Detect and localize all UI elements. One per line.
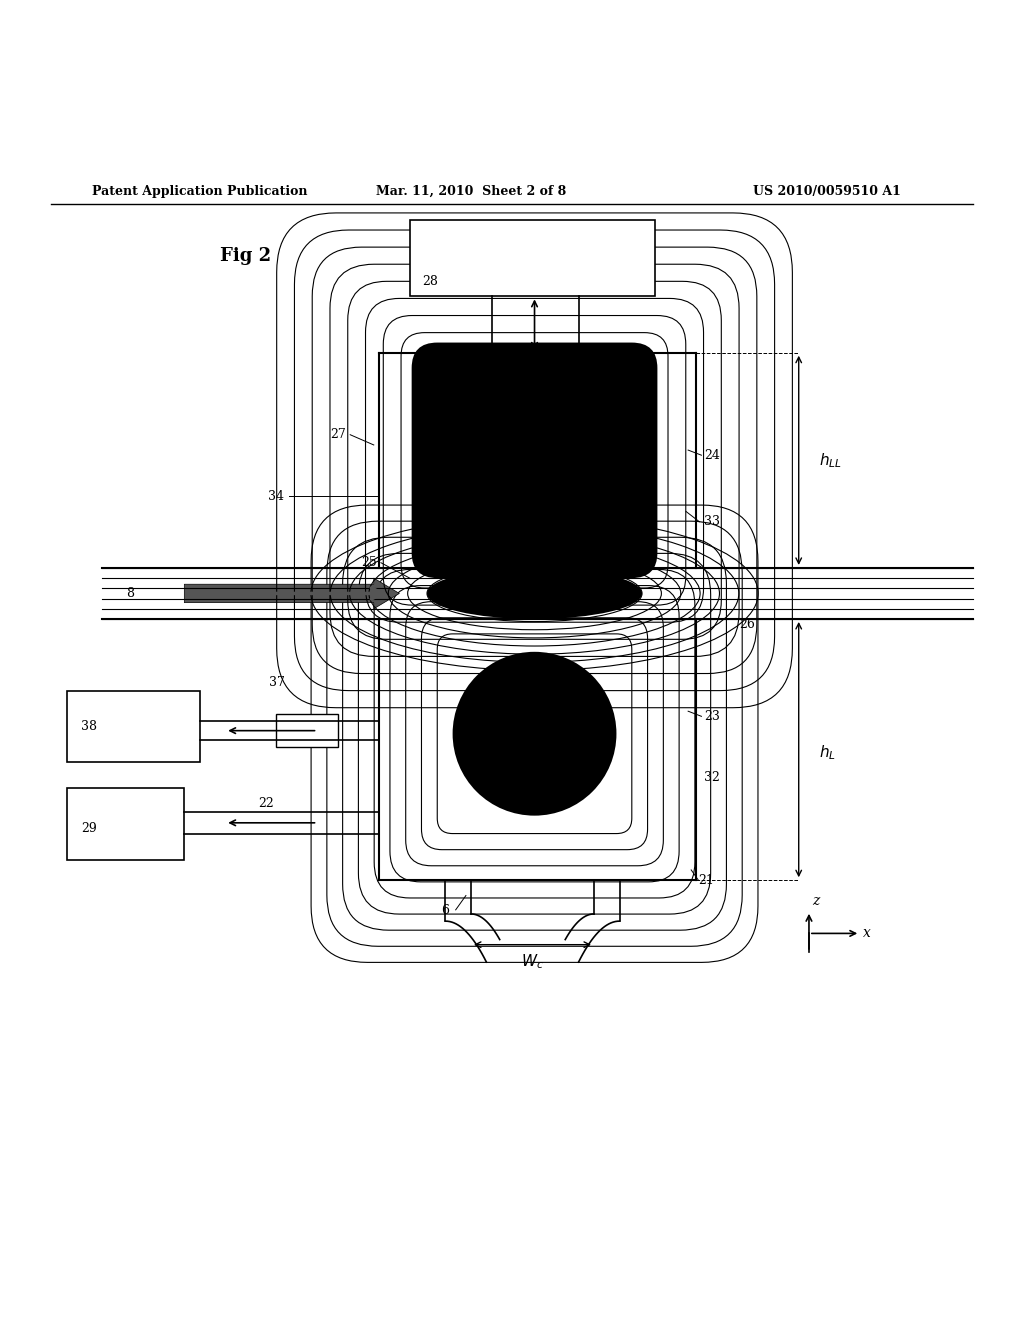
Text: 37: 37 [268,676,285,689]
Text: US 2010/0059510 A1: US 2010/0059510 A1 [754,185,901,198]
Text: Mar. 11, 2010  Sheet 2 of 8: Mar. 11, 2010 Sheet 2 of 8 [376,185,566,198]
FancyArrow shape [184,578,399,609]
FancyBboxPatch shape [412,343,657,578]
Bar [67,788,184,859]
Bar [410,219,655,297]
Text: Fig 2: Fig 2 [220,247,271,264]
Text: 23: 23 [703,710,720,723]
Text: x: x [863,927,871,940]
Text: 27: 27 [330,428,346,441]
Text: 38: 38 [81,721,97,733]
Ellipse shape [453,652,616,816]
Text: 26: 26 [739,618,756,631]
Text: $W_c$: $W_c$ [521,952,544,970]
Text: 25: 25 [360,556,377,569]
Text: 8: 8 [126,587,134,599]
Text: 6: 6 [441,904,450,917]
Bar [276,714,338,747]
Bar [67,690,200,763]
Text: $h_{LL}$: $h_{LL}$ [819,451,842,470]
Text: 24: 24 [703,449,720,462]
Text: 28: 28 [422,275,438,288]
Text: 21: 21 [698,874,715,887]
Ellipse shape [427,568,642,619]
Text: $h_L$: $h_L$ [819,743,837,762]
Text: 29: 29 [81,822,97,836]
Text: 34: 34 [268,490,285,503]
Text: 22: 22 [258,797,274,810]
Text: z: z [812,894,819,908]
Text: 32: 32 [703,771,720,784]
Text: Patent Application Publication: Patent Application Publication [92,185,307,198]
Text: 33: 33 [703,515,720,528]
